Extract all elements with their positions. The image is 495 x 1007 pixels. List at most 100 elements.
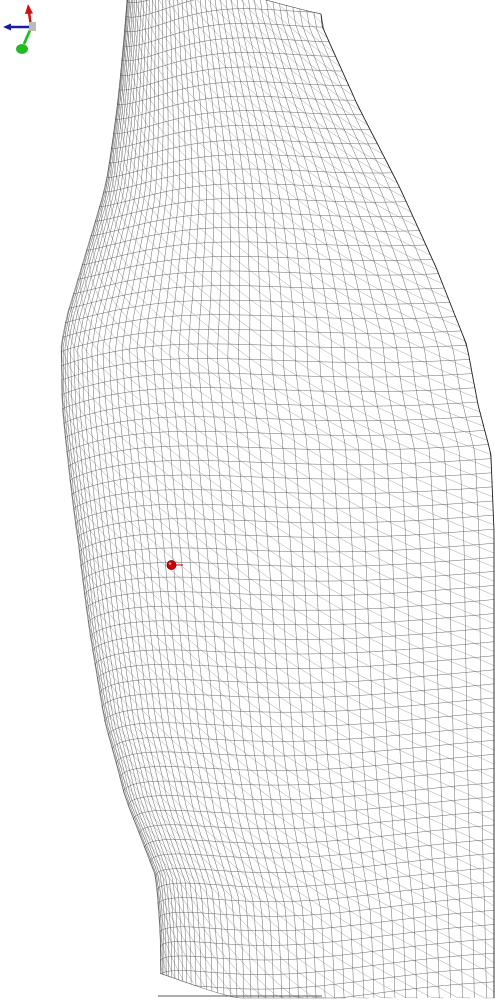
mesh-diagonal-line: [62, 335, 495, 652]
mesh-v-line: [65, 299, 450, 324]
mesh-diagonal-line: [119, 73, 477, 399]
mesh-v-line: [68, 285, 445, 309]
mesh-v-line: [77, 256, 433, 280]
mesh-diagonal-line: [122, 790, 325, 999]
mesh-u-line: [115, 0, 207, 990]
mesh-u-line: [169, 0, 252, 999]
mesh-u-line: [225, 0, 335, 999]
mesh-v-line: [73, 270, 439, 295]
mesh-u-line: [200, 0, 291, 999]
mesh-v-line: [90, 212, 413, 237]
mesh-diagonal-line: [123, 28, 469, 356]
mesh-v-line: [79, 528, 494, 553]
mesh-diagonal-line: [101, 705, 471, 999]
mesh-v-line: [95, 197, 407, 222]
mesh-boundary-outline: [320, 13, 495, 998]
mesh-v-line: [101, 683, 495, 708]
mesh-diagonal-line: [96, 205, 494, 526]
mesh-v-line: [155, 853, 495, 877]
mesh-diagonal-line: [69, 479, 495, 793]
mesh-v-line: [99, 183, 400, 207]
mesh-v-line: [75, 500, 493, 524]
mesh-diagonal-line: [125, 14, 466, 342]
mesh-u-line: [122, 0, 213, 992]
mesh-u-line: [91, 0, 187, 983]
mesh-diagonal-line: [154, 874, 219, 992]
mesh-u-line: [210, 0, 308, 999]
mesh-u-line: [272, 1, 417, 999]
mesh-diagonal-line: [66, 450, 495, 765]
mesh-v-line: [138, 810, 495, 834]
mesh-diagonal-line: [143, 846, 249, 999]
mesh-diagonal-line: [80, 263, 495, 582]
mesh-v-line: [66, 430, 485, 453]
mesh-diagonal-line: [107, 733, 418, 999]
x-axis-arrow-icon: [25, 4, 33, 14]
mesh-diagonal-line: [76, 536, 495, 850]
mesh-diagonal-line: [158, 0, 411, 213]
mesh-diagonal-line: [149, 860, 234, 995]
mesh-v-line: [82, 557, 495, 581]
mesh-v-line: [123, 23, 323, 47]
mesh-u-line: [306, 10, 475, 999]
mesh-v-line: [160, 938, 495, 961]
mesh-v-line: [84, 571, 495, 595]
mesh-diagonal-line: [312, 13, 322, 23]
mesh-diagonal-line: [89, 635, 495, 949]
mesh-v-line: [108, 711, 495, 736]
mesh-v-line: [113, 110, 363, 135]
mesh-lines: [60, 0, 495, 999]
mesh-diagonal-line: [112, 131, 491, 455]
mesh-v-line: [88, 599, 495, 623]
mesh-diagonal-line: [241, 0, 354, 96]
mesh-diagonal-line: [110, 146, 492, 469]
mesh-diagonal-line: [114, 117, 488, 441]
mesh-diagonal-line: [167, 0, 405, 198]
mesh-diagonal-line: [129, 0, 449, 299]
mesh-diagonal-line: [158, 916, 184, 981]
mesh-diagonal-line: [88, 234, 495, 554]
mesh-diagonal-line: [80, 564, 495, 878]
mesh-diagonal-line: [127, 0, 454, 313]
mesh-v-line: [60, 329, 462, 352]
mesh-v-line: [111, 125, 370, 149]
mesh-diagonal-line: [78, 550, 495, 864]
mesh-diagonal-line: [159, 930, 175, 978]
axes-origin-icon: [29, 22, 36, 31]
mesh-v-line: [103, 168, 393, 193]
mesh-v-line: [159, 909, 495, 933]
mesh-diagonal-line: [92, 649, 495, 964]
mesh-v-line: [133, 796, 495, 820]
mesh-diagonal-line: [126, 0, 460, 327]
mesh-v-line: [86, 227, 420, 251]
mesh-v-line: [160, 924, 495, 947]
mesh-diagonal-line: [85, 607, 495, 921]
mesh-diagonal-line: [186, 0, 391, 169]
mesh-diagonal-line: [61, 379, 495, 694]
mesh-diagonal-line: [116, 102, 484, 427]
mesh-u-line: [62, 0, 163, 975]
mesh-diagonal-line: [132, 0, 443, 284]
mesh-v-line: [90, 613, 495, 637]
mesh-diagonal-line: [62, 407, 495, 723]
mesh-v-line: [117, 81, 349, 105]
mesh-diagonal-line: [207, 0, 376, 140]
mesh-diagonal-line: [60, 350, 495, 666]
mesh-v-line: [144, 824, 495, 848]
mesh-diagonal-line: [281, 6, 334, 53]
mesh-v-line: [157, 881, 495, 905]
mesh-v-line: [156, 867, 495, 891]
mesh-u-line: [64, 0, 165, 975]
mesh-u-line: [285, 5, 440, 999]
mesh-u-line: [260, 0, 396, 999]
mesh-diagonal-line: [67, 306, 495, 624]
orientation-axes-icon[interactable]: [0, 0, 50, 62]
mesh-v-line: [97, 655, 495, 680]
mesh-v-line: [77, 514, 494, 538]
mesh-v-line: [61, 343, 467, 367]
mesh-v-line: [63, 401, 478, 424]
mesh-v-line: [69, 458, 492, 482]
mesh-diagonal-line: [160, 959, 163, 975]
